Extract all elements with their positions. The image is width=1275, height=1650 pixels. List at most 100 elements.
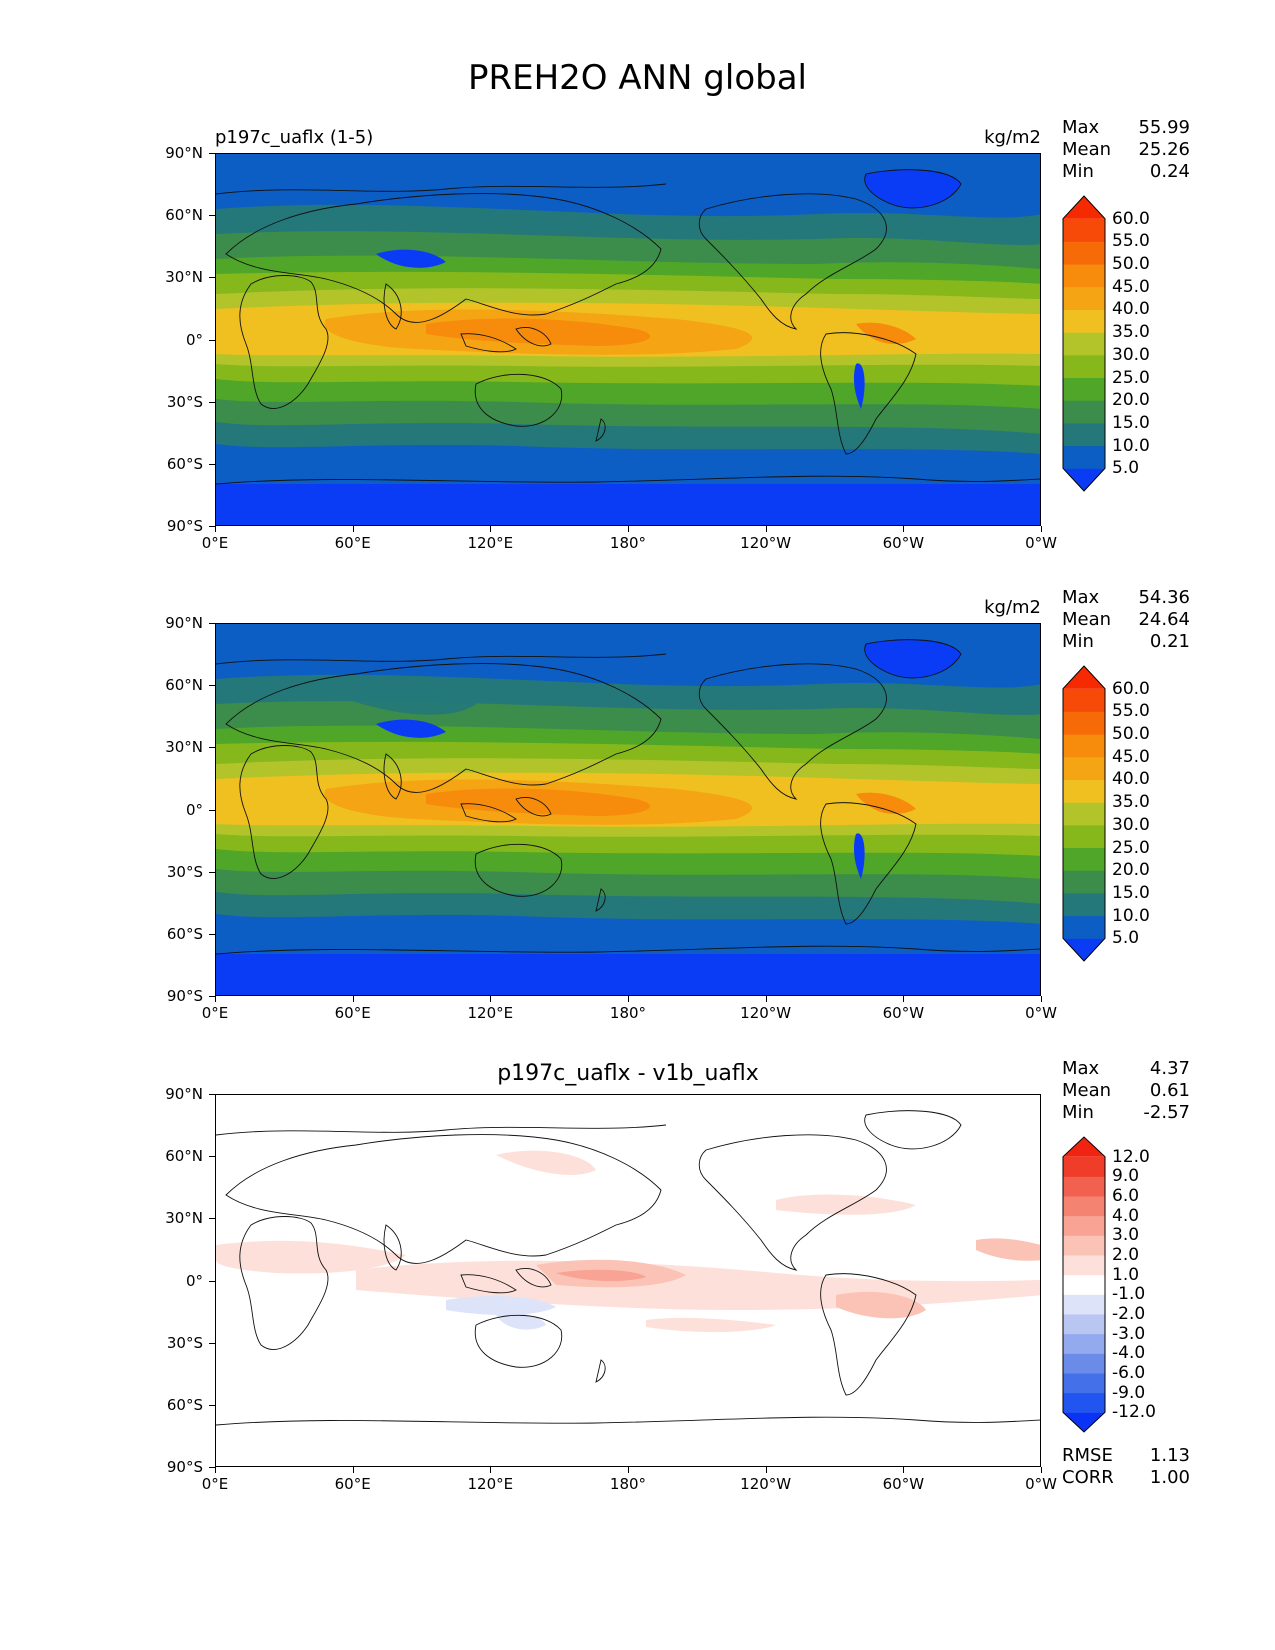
x-tick-mark <box>628 1467 629 1473</box>
colorbar <box>1062 195 1106 492</box>
y-tick-label: 30°S <box>166 862 203 881</box>
y-tick-mark <box>209 747 215 749</box>
colorbar-segment <box>1063 734 1105 758</box>
stat-label: Max <box>1062 117 1100 138</box>
x-tick-mark <box>490 996 492 1002</box>
map-panel <box>215 623 1041 996</box>
x-tick-label: 0°E <box>201 534 229 552</box>
stat-row: Mean 0.61 <box>1062 1080 1190 1102</box>
stat-value: 55.99 <box>1138 117 1190 138</box>
figure-title: PREH2O ANN global <box>467 58 807 98</box>
colorbar-label: 2.0 <box>1112 1245 1140 1265</box>
colorbar-label: 15.0 <box>1112 412 1150 433</box>
colorbar-segment <box>1063 332 1105 356</box>
colorbar-segment <box>1063 241 1105 265</box>
y-tick-mark <box>209 339 215 341</box>
colorbar-label: 9.0 <box>1112 1166 1140 1187</box>
y-tick-label: 60°N <box>165 1147 203 1166</box>
x-tick-label: 0°W <box>1025 1475 1057 1493</box>
colorbar-label: 10.0 <box>1112 435 1150 456</box>
stat-label: CORR <box>1062 1467 1114 1488</box>
x-tick-mark <box>1041 526 1042 532</box>
y-tick-label: 0° <box>185 1271 203 1290</box>
y-tick-label: 60°S <box>166 1395 203 1414</box>
y-tick-mark <box>209 1467 215 1468</box>
colorbar-label: 4.0 <box>1112 1205 1140 1226</box>
colorbar-segment <box>1063 286 1105 310</box>
panel-units: kg/m2 <box>984 127 1041 148</box>
colorbar-segment <box>1063 802 1105 826</box>
colorbar-label: 1.0 <box>1112 1264 1140 1285</box>
colorbar-label: 40.0 <box>1112 299 1150 320</box>
x-tick-label: 60°W <box>882 1475 925 1493</box>
map-field <box>216 1095 1040 1466</box>
x-tick-mark <box>215 526 216 532</box>
colorbar-segment <box>1063 422 1105 447</box>
panel-title-center: p197c_uaflx - v1b_uaflx <box>497 1061 759 1086</box>
x-tick-mark <box>903 526 905 532</box>
y-tick-label: 90°S <box>166 1458 203 1476</box>
x-tick-mark <box>352 996 354 1002</box>
stat-label: RMSE <box>1062 1445 1113 1466</box>
y-tick-label: 90°N <box>165 614 203 632</box>
x-tick-label: 60°E <box>334 1004 371 1022</box>
colorbar-segment <box>1063 1294 1105 1315</box>
y-tick-mark <box>209 463 215 465</box>
y-tick-mark <box>209 1280 215 1282</box>
x-tick-mark <box>215 996 216 1002</box>
x-tick-mark <box>903 1467 905 1473</box>
stat-row: Max 4.37 <box>1062 1058 1190 1080</box>
panel-stats: Max 4.37 Mean 0.61 Min -2.57 <box>1062 1058 1190 1124</box>
y-tick-label: 60°N <box>165 676 203 695</box>
stat-value: 1.13 <box>1149 1445 1190 1466</box>
x-tick-mark <box>1041 1467 1042 1473</box>
y-tick-label: 60°S <box>166 924 203 943</box>
y-tick-mark <box>209 809 215 811</box>
stat-label: Max <box>1062 1058 1100 1079</box>
y-tick-mark <box>209 871 215 873</box>
stat-value: 0.61 <box>1149 1080 1190 1101</box>
x-tick-label: 120°W <box>740 1475 792 1493</box>
x-tick-label: 60°W <box>882 1004 925 1022</box>
colorbar-segment <box>1063 1392 1105 1413</box>
stat-value: 0.21 <box>1149 631 1190 652</box>
colorbar-label: -6.0 <box>1112 1363 1146 1383</box>
colorbar <box>1062 665 1106 962</box>
colorbar-segment <box>1063 377 1105 401</box>
x-tick-mark <box>352 526 354 532</box>
x-tick-mark <box>903 996 905 1002</box>
colorbar-segment <box>1063 1373 1105 1394</box>
colorbar-segment <box>1063 1255 1105 1276</box>
stat-row: Min 0.21 <box>1062 631 1190 653</box>
y-tick-label: 60°S <box>166 454 203 473</box>
colorbar-label: 12.0 <box>1112 1146 1150 1167</box>
colorbar-segment <box>1063 1215 1105 1236</box>
colorbar-segment <box>1063 915 1105 939</box>
colorbar-label: 35.0 <box>1112 322 1150 343</box>
x-tick-label: 180° <box>609 1004 647 1022</box>
y-tick-label: 90°N <box>165 144 203 162</box>
colorbar-label: 60.0 <box>1112 208 1150 229</box>
x-tick-mark <box>1041 996 1042 1002</box>
y-tick-label: 90°N <box>165 1085 203 1103</box>
colorbar-segment <box>1063 1176 1105 1197</box>
y-tick-mark <box>209 1404 215 1406</box>
colorbar-segment <box>1063 400 1105 424</box>
panel-stats: Max 54.36 Mean 24.64 Min 0.21 <box>1062 587 1190 653</box>
stat-value: 25.26 <box>1138 139 1190 160</box>
y-tick-mark <box>209 623 215 624</box>
y-tick-mark <box>209 1156 215 1158</box>
colorbar-segment <box>1063 1274 1105 1295</box>
colorbar-segment <box>1063 847 1105 871</box>
colorbar-label: 25.0 <box>1112 837 1150 858</box>
stat-value: 4.37 <box>1149 1058 1190 1079</box>
colorbar-segment <box>1063 1412 1105 1432</box>
y-tick-label: 30°S <box>166 1333 203 1352</box>
x-tick-mark <box>490 1467 492 1473</box>
map-field <box>216 154 1040 525</box>
x-tick-label: 180° <box>609 534 647 552</box>
map-field <box>216 624 1040 995</box>
stat-value: 0.24 <box>1149 161 1190 182</box>
stat-label: Min <box>1062 1102 1094 1123</box>
colorbar-label: 5.0 <box>1112 928 1140 949</box>
